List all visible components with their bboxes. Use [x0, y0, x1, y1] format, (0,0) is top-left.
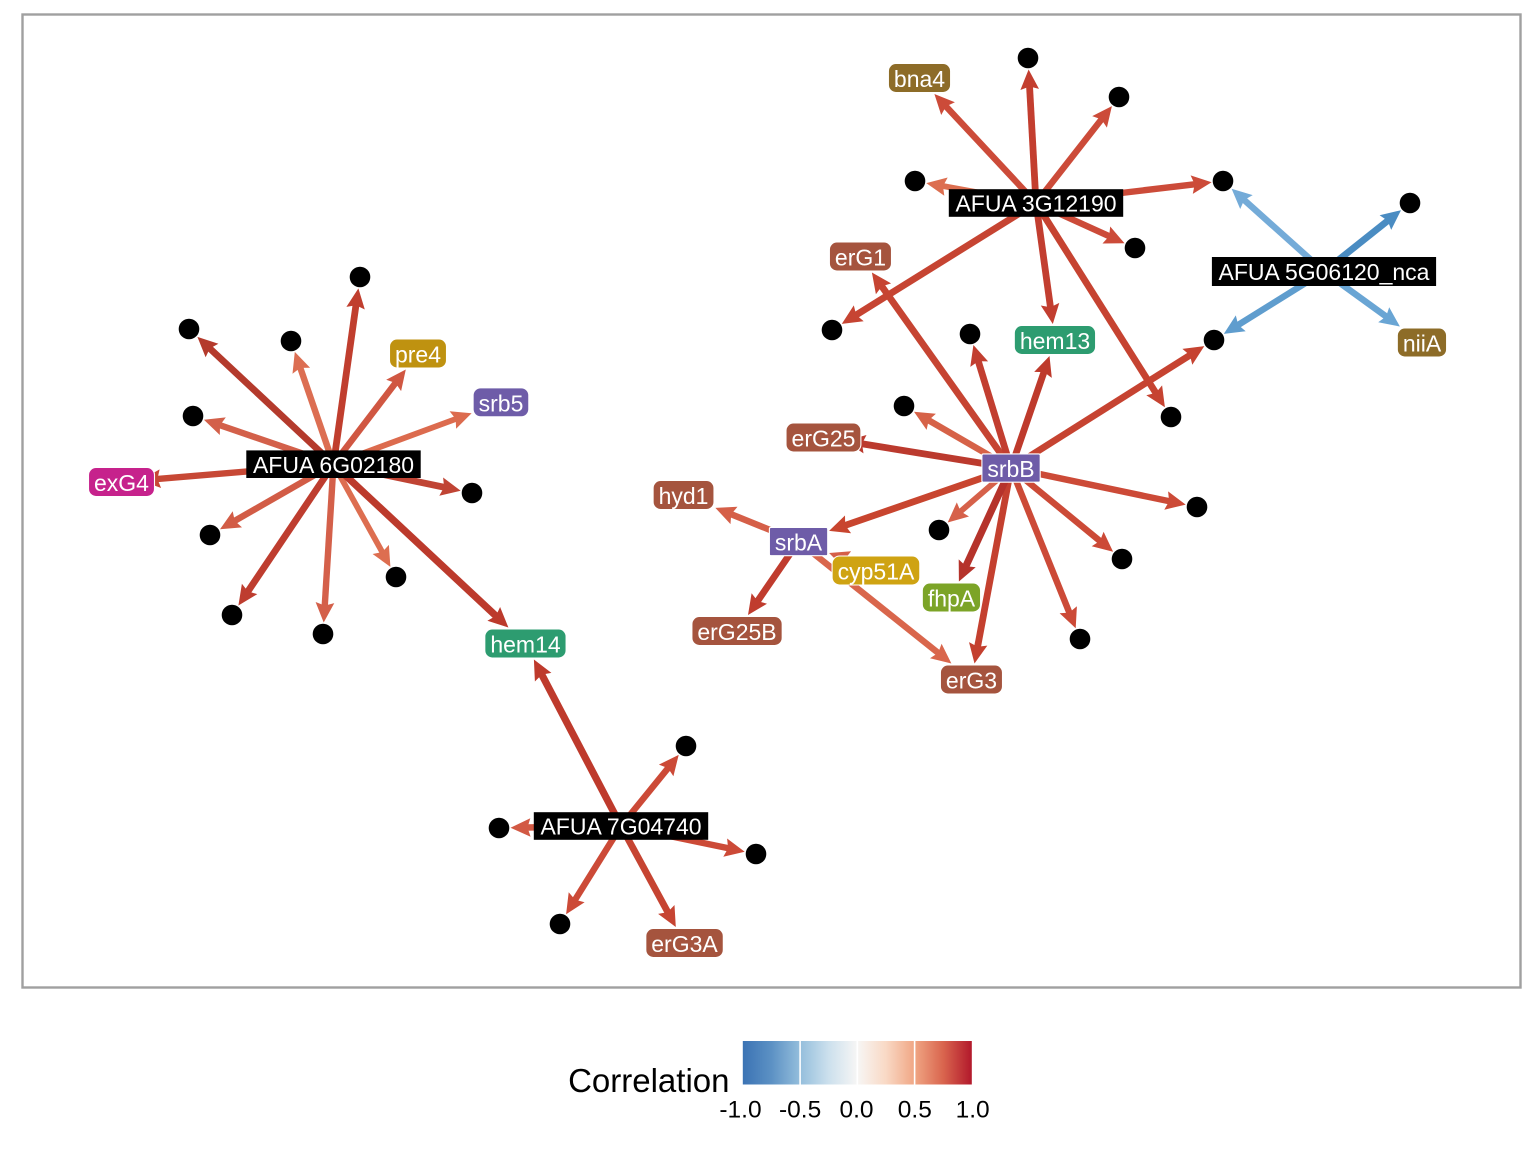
svg-text:erG3: erG3 [946, 668, 997, 694]
svg-text:bna4: bna4 [894, 66, 945, 92]
svg-text:0.0: 0.0 [839, 1097, 873, 1124]
svg-text:AFUA 5G06120_nca: AFUA 5G06120_nca [1219, 259, 1430, 285]
svg-text:AFUA 3G12190: AFUA 3G12190 [955, 191, 1116, 217]
svg-text:hem13: hem13 [1020, 328, 1090, 354]
svg-text:erG1: erG1 [835, 245, 886, 271]
svg-text:hyd1: hyd1 [659, 483, 709, 509]
svg-text:pre4: pre4 [395, 342, 441, 368]
svg-text:exG4: exG4 [94, 470, 149, 496]
svg-text:-1.0: -1.0 [719, 1097, 761, 1124]
svg-text:-0.5: -0.5 [779, 1097, 821, 1124]
svg-text:srbB: srbB [987, 456, 1034, 482]
svg-text:erG3A: erG3A [651, 931, 718, 957]
svg-text:srb5: srb5 [479, 391, 524, 417]
svg-text:erG25B: erG25B [697, 619, 776, 645]
svg-text:0.5: 0.5 [898, 1097, 932, 1124]
svg-text:fhpA: fhpA [928, 586, 976, 612]
svg-text:cyp51A: cyp51A [838, 559, 915, 585]
svg-text:hem14: hem14 [490, 632, 561, 658]
svg-text:AFUA 6G02180: AFUA 6G02180 [253, 452, 414, 478]
svg-text:AFUA 7G04740: AFUA 7G04740 [540, 814, 701, 840]
svg-text:srbA: srbA [775, 530, 823, 556]
svg-text:erG25: erG25 [792, 426, 856, 452]
svg-text:niiA: niiA [1403, 331, 1442, 357]
svg-text:1.0: 1.0 [956, 1097, 990, 1124]
svg-text:Correlation: Correlation [568, 1062, 729, 1099]
